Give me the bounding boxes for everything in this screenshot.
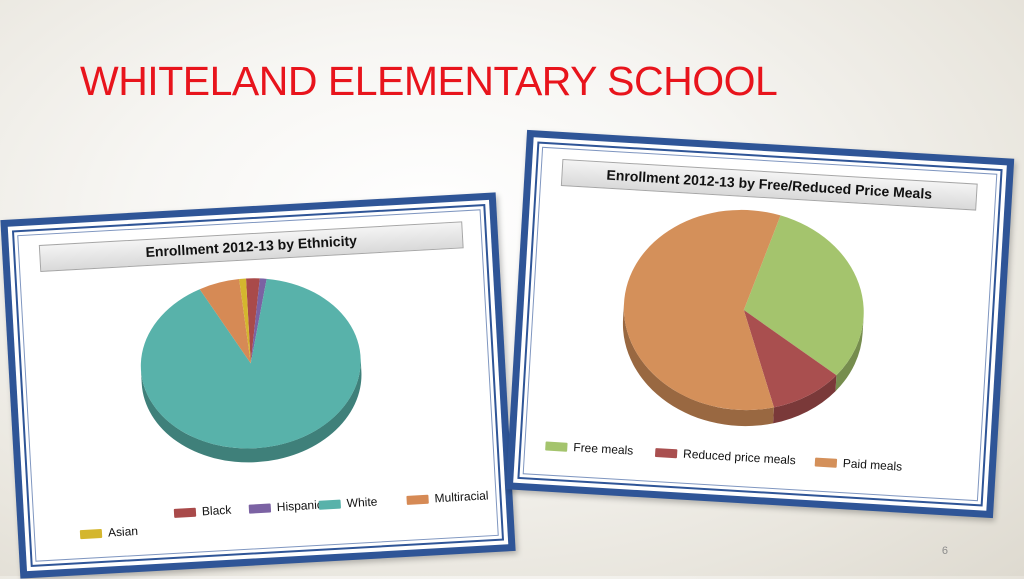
legend-item-hispanic: Hispanic xyxy=(248,498,323,516)
legend-swatch xyxy=(814,457,838,469)
legend-item-white: White xyxy=(318,494,378,512)
slide-title: WHITELAND ELEMENTARY SCHOOL xyxy=(80,58,778,104)
legend-swatch xyxy=(79,529,103,540)
pie-slice-paid-meals xyxy=(623,209,781,411)
legend-swatch xyxy=(654,448,678,459)
pie-slice-side-white xyxy=(140,357,362,463)
ethnicity-chart-card: Enrollment 2012-13 by Ethnicity Black His… xyxy=(0,192,516,579)
legend-swatch xyxy=(545,441,568,453)
legend-swatch xyxy=(406,494,429,506)
legend-label: Asian xyxy=(107,523,139,540)
pie-slice-side-paid-meals xyxy=(622,302,774,427)
pie-slice-black xyxy=(246,278,260,364)
legend-label: White xyxy=(346,494,378,511)
legend-label: Free meals xyxy=(572,440,634,458)
pie-slice-reduced-price-meals xyxy=(743,310,837,408)
pie-slice-side-free-meals xyxy=(835,317,864,392)
meals-chart-card: Enrollment 2012-13 by Free/Reduced Price… xyxy=(505,129,1015,519)
pie-slice-multiracial xyxy=(199,279,251,364)
pie-slice-side-reduced-price-meals xyxy=(773,375,837,424)
legend-item-multiracial: Multiracial xyxy=(406,488,489,507)
pie-slice-hispanic xyxy=(250,278,267,364)
legend-swatch xyxy=(173,507,197,519)
ethnicity-pie-chart xyxy=(140,278,362,463)
legend-item-asian: Asian xyxy=(79,523,139,541)
chart-legend: Black Hispanic White Multiracial Asian xyxy=(79,488,489,561)
pie-slice-asian xyxy=(239,278,251,364)
legend-item-black: Black xyxy=(173,502,232,520)
legend-label: Multiracial xyxy=(434,488,489,506)
legend-label: Paid meals xyxy=(842,456,903,474)
legend-swatch xyxy=(248,503,272,515)
pie-slice-white xyxy=(140,278,361,449)
legend-label: Black xyxy=(201,502,232,519)
legend-swatch xyxy=(318,499,342,511)
pie-slice-free-meals xyxy=(743,215,864,376)
page-number: 6 xyxy=(941,545,948,557)
meals-pie-chart xyxy=(622,209,864,427)
legend-label: Hispanic xyxy=(276,497,324,515)
